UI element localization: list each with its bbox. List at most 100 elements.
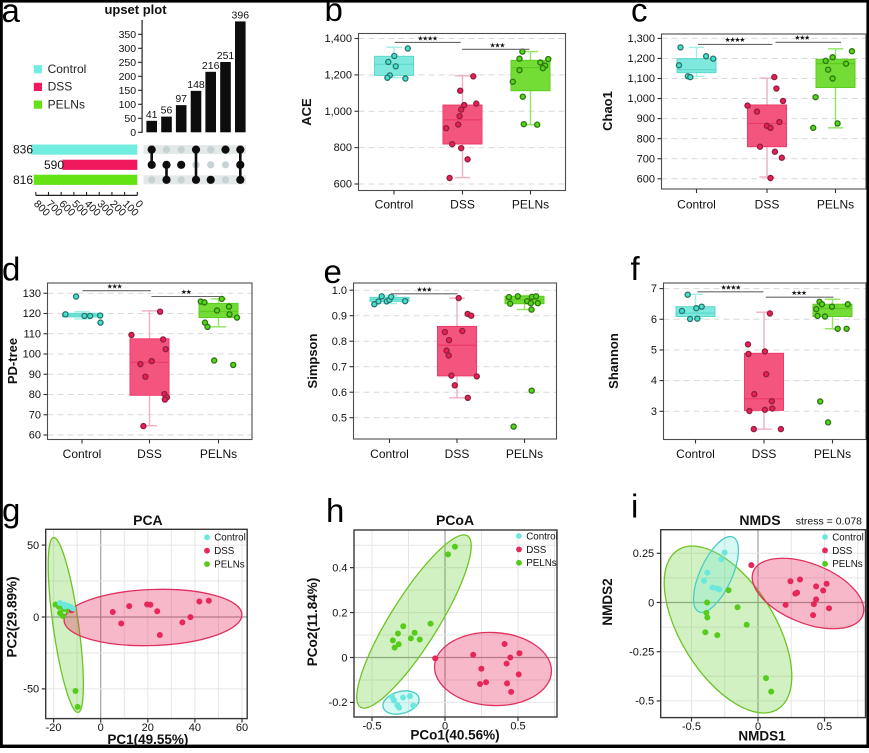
svg-text:80: 80 <box>29 389 41 401</box>
svg-text:70: 70 <box>29 409 41 421</box>
svg-text:56: 56 <box>161 105 173 117</box>
svg-text:-0.5: -0.5 <box>363 721 382 733</box>
svg-text:0: 0 <box>442 721 448 733</box>
svg-text:148: 148 <box>187 79 205 91</box>
svg-text:upset plot: upset plot <box>104 2 167 17</box>
svg-text:7: 7 <box>651 283 657 295</box>
svg-text:590: 590 <box>44 158 64 172</box>
svg-text:DSS: DSS <box>48 80 73 94</box>
svg-text:110: 110 <box>23 328 41 340</box>
svg-text:NMDS: NMDS <box>739 512 780 528</box>
svg-text:f: f <box>631 250 641 287</box>
svg-text:0.6: 0.6 <box>332 387 347 399</box>
svg-text:PCo2(11.84%): PCo2(11.84%) <box>305 578 320 667</box>
svg-text:-0.25: -0.25 <box>629 647 654 659</box>
svg-text:PELNs: PELNs <box>506 447 543 461</box>
svg-text:1,300: 1,300 <box>627 33 655 45</box>
svg-text:DSS: DSS <box>214 546 235 557</box>
svg-text:PELNs: PELNs <box>814 447 851 461</box>
svg-text:350: 350 <box>119 29 137 41</box>
svg-text:PD-tree: PD-tree <box>5 338 20 384</box>
svg-text:Chao1: Chao1 <box>600 91 615 131</box>
svg-text:Control: Control <box>214 533 246 544</box>
svg-text:300: 300 <box>119 43 137 55</box>
svg-text:0.7: 0.7 <box>332 361 347 373</box>
svg-text:100: 100 <box>119 99 137 111</box>
svg-text:e: e <box>324 253 342 290</box>
svg-text:PELNs: PELNs <box>832 559 863 570</box>
svg-text:1,400: 1,400 <box>324 33 352 45</box>
svg-text:0.5: 0.5 <box>332 412 347 424</box>
svg-text:PC2(29.89%): PC2(29.89%) <box>5 576 20 657</box>
svg-text:DSS: DSS <box>832 546 853 557</box>
svg-text:DSS: DSS <box>755 198 780 212</box>
svg-text:1,200: 1,200 <box>627 53 655 65</box>
svg-text:0.8: 0.8 <box>332 336 347 348</box>
svg-text:700: 700 <box>637 153 655 165</box>
svg-text:4: 4 <box>651 375 657 387</box>
svg-text:0.2: 0.2 <box>332 607 347 619</box>
svg-text:900: 900 <box>637 113 655 125</box>
svg-text:90: 90 <box>29 369 41 381</box>
svg-text:PC1(49.55%): PC1(49.55%) <box>107 732 188 747</box>
svg-text:DSS: DSS <box>450 198 475 212</box>
svg-text:1,100: 1,100 <box>627 73 655 85</box>
svg-text:DSS: DSS <box>752 447 777 461</box>
svg-text:Control: Control <box>676 447 715 461</box>
svg-text:120: 120 <box>23 308 41 320</box>
svg-text:d: d <box>2 251 20 288</box>
svg-text:PELNs: PELNs <box>817 198 854 212</box>
svg-text:stress = 0.078: stress = 0.078 <box>796 516 862 528</box>
svg-text:41: 41 <box>146 109 158 121</box>
svg-text:PELNs: PELNs <box>48 97 85 111</box>
svg-text:-0.5: -0.5 <box>682 721 701 733</box>
svg-text:50: 50 <box>27 540 39 552</box>
svg-text:0: 0 <box>648 597 654 609</box>
svg-text:60: 60 <box>236 722 248 734</box>
svg-text:Control: Control <box>526 531 558 542</box>
svg-text:836: 836 <box>13 143 33 157</box>
svg-text:1,000: 1,000 <box>627 93 655 105</box>
svg-text:396: 396 <box>232 9 250 21</box>
svg-text:DSS: DSS <box>445 447 470 461</box>
svg-text:Control: Control <box>63 447 102 461</box>
svg-text:PCoA: PCoA <box>436 512 474 528</box>
svg-text:97: 97 <box>175 93 187 105</box>
svg-text:0: 0 <box>98 722 104 734</box>
svg-text:DSS: DSS <box>526 545 547 556</box>
svg-text:-50: -50 <box>23 684 39 696</box>
svg-text:a: a <box>2 0 21 29</box>
svg-text:PELNs: PELNs <box>214 560 245 571</box>
svg-text:c: c <box>631 0 648 29</box>
svg-text:DSS: DSS <box>137 447 162 461</box>
svg-text:h: h <box>326 492 344 529</box>
svg-text:0.4: 0.4 <box>332 562 347 574</box>
svg-text:600: 600 <box>637 173 655 185</box>
svg-text:50: 50 <box>124 113 136 125</box>
svg-text:216: 216 <box>202 60 220 72</box>
svg-text:PELNs: PELNs <box>512 198 549 212</box>
svg-text:0.5: 0.5 <box>817 721 832 733</box>
svg-text:Shannon: Shannon <box>606 333 621 389</box>
svg-text:6: 6 <box>651 314 657 326</box>
svg-text:1,000: 1,000 <box>324 106 352 118</box>
svg-text:100: 100 <box>23 349 41 361</box>
svg-text:NMDS1: NMDS1 <box>738 729 786 744</box>
svg-text:600: 600 <box>334 179 352 191</box>
svg-text:0: 0 <box>130 127 136 139</box>
svg-text:800: 800 <box>334 142 352 154</box>
svg-text:Control: Control <box>48 62 87 76</box>
svg-text:251: 251 <box>217 50 235 62</box>
svg-text:NMDS2: NMDS2 <box>600 578 615 625</box>
svg-text:Control: Control <box>370 447 409 461</box>
svg-text:Control: Control <box>832 532 864 543</box>
svg-text:-0.5: -0.5 <box>635 696 654 708</box>
svg-text:Simpson: Simpson <box>305 333 320 388</box>
svg-text:40: 40 <box>189 722 201 734</box>
svg-text:0.9: 0.9 <box>332 310 347 322</box>
svg-text:200: 200 <box>119 71 137 83</box>
svg-text:g: g <box>2 492 20 529</box>
svg-text:0: 0 <box>755 721 761 733</box>
svg-text:816: 816 <box>13 173 33 187</box>
svg-text:250: 250 <box>119 57 137 69</box>
